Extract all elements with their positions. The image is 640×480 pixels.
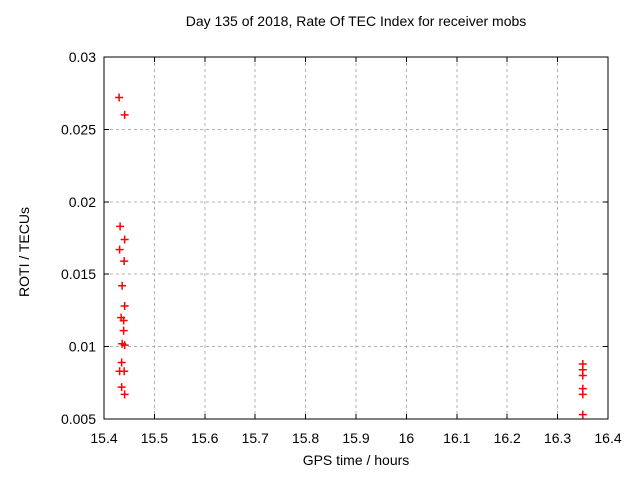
y-tick-label: 0.025 xyxy=(61,121,96,137)
plot-border xyxy=(103,56,609,420)
y-tick-label: 0.03 xyxy=(69,49,96,65)
data-point-marker xyxy=(119,326,128,335)
data-point-marker xyxy=(120,302,129,311)
x-tick-label: 15.7 xyxy=(242,430,269,446)
x-tick-label: 16.3 xyxy=(544,430,571,446)
data-point-marker xyxy=(120,110,129,119)
data-point-marker xyxy=(120,390,129,399)
x-tick-label: 15.5 xyxy=(141,430,168,446)
x-tick-label: 16.1 xyxy=(443,430,470,446)
data-point-marker xyxy=(120,367,129,376)
x-tick-label: 15.4 xyxy=(90,430,117,446)
x-tick-label: 16.4 xyxy=(594,430,621,446)
data-point-marker xyxy=(115,93,124,102)
y-tick-label: 0.005 xyxy=(61,411,96,427)
x-tick-label: 15.9 xyxy=(342,430,369,446)
data-point-marker xyxy=(120,235,129,244)
x-tick-label: 15.6 xyxy=(191,430,218,446)
y-axis-label: ROTI / TECUs xyxy=(16,207,32,297)
x-tick-label: 15.8 xyxy=(292,430,319,446)
data-point-marker xyxy=(120,341,129,350)
chart-title: Day 135 of 2018, Rate Of TEC Index for r… xyxy=(185,13,527,29)
data-point-marker xyxy=(578,371,587,380)
data-point-marker xyxy=(119,316,128,325)
y-tick-label: 0.015 xyxy=(61,266,96,282)
x-axis-label: GPS time / hours xyxy=(302,452,410,468)
y-tick-label: 0.02 xyxy=(69,194,96,210)
data-point-marker xyxy=(578,390,587,399)
x-tick-label: 16 xyxy=(399,430,415,446)
data-point-marker xyxy=(578,410,587,419)
x-tick-label: 16.2 xyxy=(494,430,521,446)
y-tick-label: 0.01 xyxy=(69,339,96,355)
data-point-marker xyxy=(116,222,125,231)
data-point-marker xyxy=(118,281,127,290)
data-point-marker xyxy=(120,257,129,266)
data-point-marker xyxy=(117,383,126,392)
data-point-marker xyxy=(115,245,124,254)
data-point-marker xyxy=(117,358,126,367)
